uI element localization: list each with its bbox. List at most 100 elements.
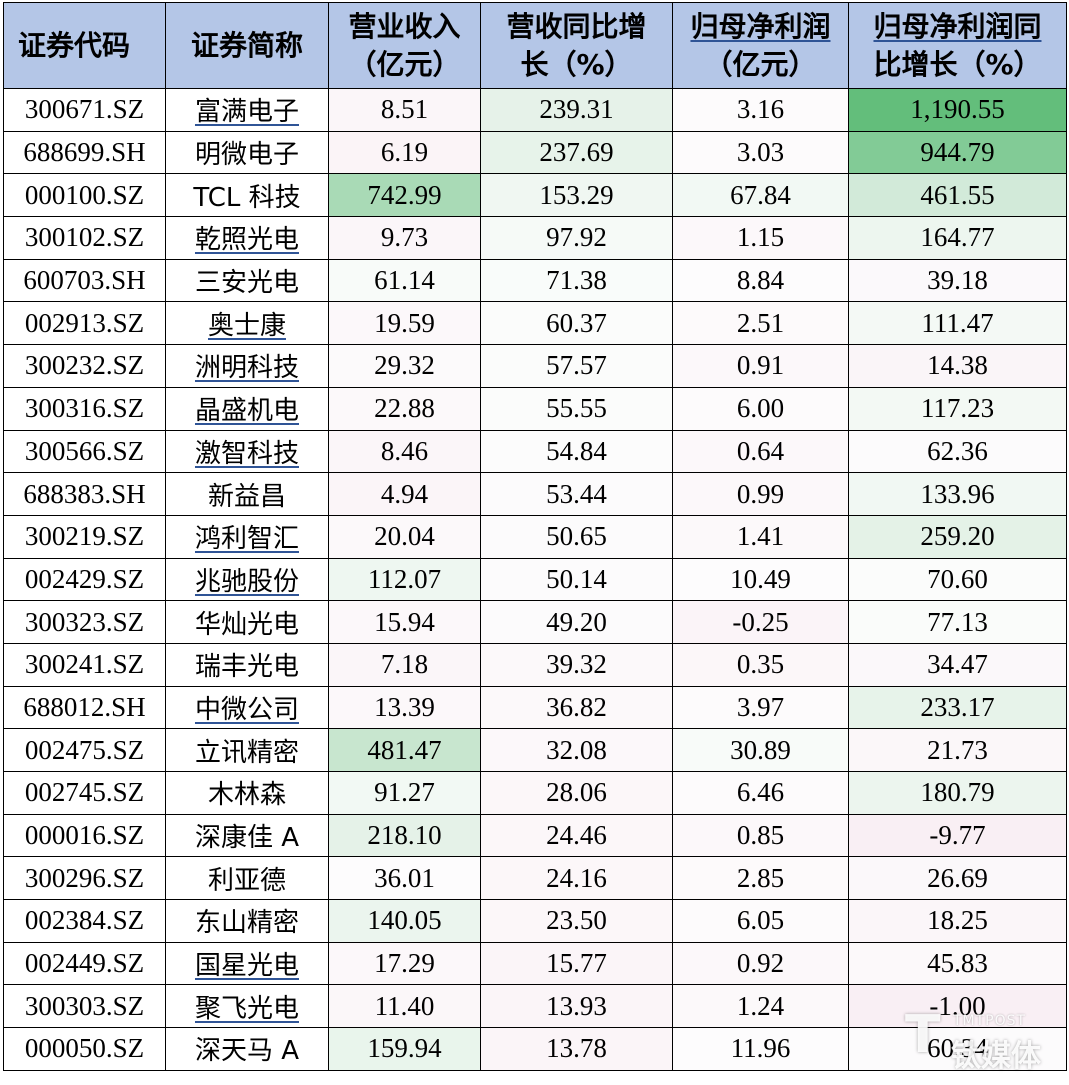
- cell-net-profit-growth: 45.83: [848, 941, 1067, 986]
- cell-net-profit-growth: -1.00: [848, 984, 1067, 1029]
- cell-code: 002449.SZ: [3, 941, 166, 986]
- cell-name: 三安光电: [165, 258, 329, 303]
- table-row: 000050.SZ 深天马 A 159.94 13.78 11.96 60.34: [3, 1027, 1067, 1071]
- header-revenue-growth: 营收同比增 长（%）: [480, 2, 673, 89]
- table-row: 300241.SZ 瑞丰光电 7.18 39.32 0.35 34.47: [3, 642, 1067, 687]
- cell-revenue-growth: 97.92: [480, 216, 673, 260]
- cell-revenue-growth: 23.50: [480, 899, 673, 943]
- cell-code: 688699.SH: [3, 130, 166, 175]
- stock-name-link[interactable]: 奥士康: [207, 310, 286, 341]
- table-row: 300316.SZ 晶盛机电 22.88 55.55 6.00 117.23: [3, 386, 1067, 431]
- header-text-line: （亿元）: [704, 47, 817, 81]
- cell-net-profit: 67.84: [672, 173, 849, 218]
- table-row: 002913.SZ 奥士康 19.59 60.37 2.51 111.47: [3, 301, 1067, 346]
- stock-name-link[interactable]: 洲明科技: [194, 353, 299, 384]
- cell-revenue: 29.32: [328, 344, 481, 388]
- cell-revenue-growth: 60.37: [480, 301, 673, 346]
- cell-net-profit-growth: 117.23: [848, 386, 1067, 431]
- cell-net-profit-growth: 944.79: [848, 130, 1067, 175]
- cell-revenue: 9.73: [328, 216, 481, 260]
- cell-name: 立讯精密: [165, 728, 329, 772]
- header-code: 证券代码: [3, 2, 166, 89]
- table-row: 688699.SH 明微电子 6.19 237.69 3.03 944.79: [3, 130, 1067, 175]
- cell-name: 东山精密: [165, 899, 329, 943]
- header-text-line: 归母净利润同: [873, 9, 1042, 43]
- cell-name: 木林森: [165, 771, 329, 815]
- cell-revenue-growth: 24.16: [480, 856, 673, 901]
- cell-net-profit: 2.51: [672, 301, 849, 346]
- cell-revenue-growth: 153.29: [480, 173, 673, 218]
- stock-name-link[interactable]: 中微公司: [194, 694, 299, 725]
- cell-revenue-growth: 13.78: [480, 1027, 673, 1071]
- cell-name: 华灿光电: [165, 600, 329, 644]
- stock-name-link[interactable]: 晶盛机电: [194, 396, 299, 427]
- cell-name: 瑞丰光电: [165, 642, 329, 687]
- cell-code: 300566.SZ: [3, 429, 166, 474]
- cell-revenue-growth: 54.84: [480, 429, 673, 474]
- cell-revenue: 481.47: [328, 728, 481, 772]
- cell-net-profit-growth: 233.17: [848, 685, 1067, 730]
- cell-net-profit-growth: 111.47: [848, 301, 1067, 346]
- cell-revenue: 4.94: [328, 472, 481, 516]
- table-body: 300671.SZ 富满电子 8.51 239.31 3.16 1,190.55 68869…: [3, 88, 1067, 1071]
- stock-name: 三安光电: [194, 268, 299, 299]
- stock-name-link[interactable]: 兆驰股份: [194, 566, 299, 597]
- cell-net-profit-growth: 461.55: [848, 173, 1067, 218]
- cell-code: 300671.SZ: [3, 88, 166, 132]
- cell-revenue-growth: 237.69: [480, 130, 673, 175]
- cell-net-profit: 6.46: [672, 771, 849, 815]
- cell-net-profit-growth: -9.77: [848, 813, 1067, 858]
- cell-revenue-growth: 28.06: [480, 771, 673, 815]
- cell-code: 002475.SZ: [3, 728, 166, 772]
- stock-name-link[interactable]: 鸿利智汇: [194, 524, 299, 555]
- stock-name: 深康佳 A: [194, 823, 300, 854]
- cell-name: 深康佳 A: [165, 813, 329, 858]
- cell-net-profit: 0.92: [672, 941, 849, 986]
- cell-name: 国星光电: [165, 941, 329, 986]
- cell-revenue-growth: 71.38: [480, 258, 673, 303]
- table-row: 002449.SZ 国星光电 17.29 15.77 0.92 45.83: [3, 941, 1067, 986]
- cell-revenue-growth: 55.55: [480, 386, 673, 431]
- header-text-line: （亿元）: [348, 47, 461, 81]
- cell-revenue-growth: 15.77: [480, 941, 673, 986]
- cell-net-profit-growth: 259.20: [848, 514, 1067, 559]
- table-row: 002384.SZ 东山精密 140.05 23.50 6.05 18.25: [3, 899, 1067, 943]
- stock-name-link[interactable]: 富满电子: [194, 97, 299, 128]
- cell-net-profit-growth: 70.60: [848, 557, 1067, 602]
- cell-code: 300323.SZ: [3, 600, 166, 644]
- cell-revenue-growth: 49.20: [480, 600, 673, 644]
- cell-name: 洲明科技: [165, 344, 329, 388]
- cell-name: 晶盛机电: [165, 386, 329, 431]
- cell-code: 600703.SH: [3, 258, 166, 303]
- cell-net-profit: 3.97: [672, 685, 849, 730]
- cell-revenue: 8.46: [328, 429, 481, 474]
- cell-name: 明微电子: [165, 130, 329, 175]
- cell-code: 002745.SZ: [3, 771, 166, 815]
- cell-revenue: 15.94: [328, 600, 481, 644]
- stock-name-link[interactable]: 国星光电: [194, 951, 299, 982]
- table-row: 688383.SH 新益昌 4.94 53.44 0.99 133.96: [3, 472, 1067, 516]
- cell-revenue: 19.59: [328, 301, 481, 346]
- cell-code: 300241.SZ: [3, 642, 166, 687]
- header-text-line: 营业收入: [348, 9, 461, 43]
- cell-revenue-growth: 13.93: [480, 984, 673, 1029]
- stock-name-link[interactable]: 乾照光电: [194, 225, 299, 256]
- header-name: 证券简称: [165, 2, 329, 89]
- cell-net-profit-growth: 133.96: [848, 472, 1067, 516]
- cell-net-profit: 11.96: [672, 1027, 849, 1071]
- cell-revenue: 11.40: [328, 984, 481, 1029]
- cell-net-profit: 6.00: [672, 386, 849, 431]
- cell-revenue: 742.99: [328, 173, 481, 218]
- cell-code: 002913.SZ: [3, 301, 166, 346]
- cell-revenue-growth: 24.46: [480, 813, 673, 858]
- stock-name-link[interactable]: 激智科技: [194, 438, 299, 469]
- stock-name: TCL 科技: [193, 182, 301, 213]
- cell-net-profit: 1.41: [672, 514, 849, 559]
- stock-name: 新益昌: [207, 481, 286, 512]
- header-net-profit: 归母净利润 （亿元）: [672, 2, 849, 89]
- cell-revenue: 140.05: [328, 899, 481, 943]
- table-row: 000100.SZ TCL 科技 742.99 153.29 67.84 461.55: [3, 173, 1067, 218]
- cell-net-profit-growth: 18.25: [848, 899, 1067, 943]
- table-row: 002745.SZ 木林森 91.27 28.06 6.46 180.79: [3, 771, 1067, 815]
- stock-name-link[interactable]: 聚飞光电: [194, 993, 299, 1024]
